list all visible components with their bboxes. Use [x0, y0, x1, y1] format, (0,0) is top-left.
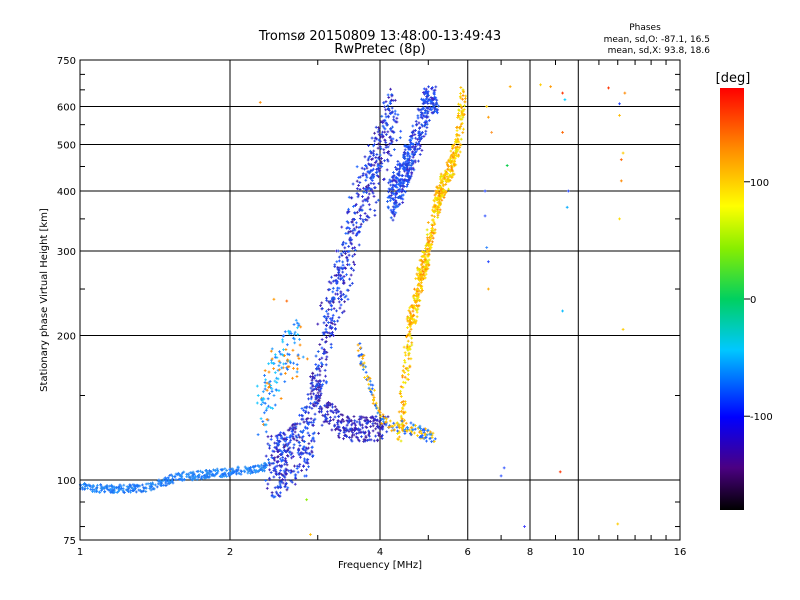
stats-o-line: mean, sd,O: -87.1, 16.5	[604, 35, 710, 45]
stats-heading: Phases	[629, 23, 661, 33]
data-points	[78, 83, 627, 536]
stats-x-line: mean, sd,X: 93.8, 18.6	[608, 46, 711, 56]
chart-subtitle: RwPretec (8p)	[334, 42, 425, 57]
chart-title: Tromsø 20150809 13:48:00-13:49:43	[258, 29, 501, 44]
